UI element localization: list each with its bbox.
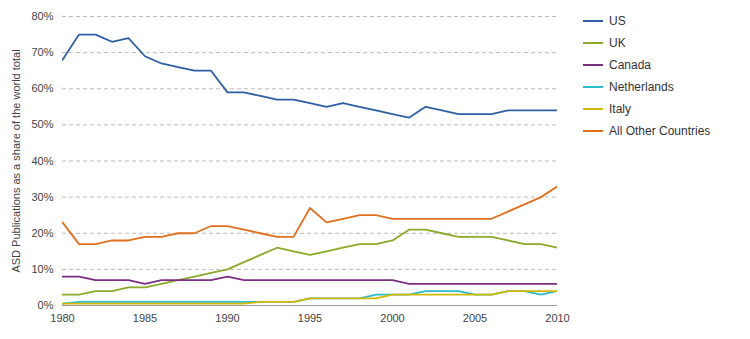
html-text:All Other Countries: All Other Countries [609,124,711,138]
svg-text:20%: 20% [31,227,53,239]
html-text:Netherlands: Netherlands [609,80,674,94]
svg-text:1995: 1995 [298,312,322,324]
svg-text:1980: 1980 [50,312,74,324]
html-text:Italy: Italy [609,102,631,116]
svg-text:10%: 10% [31,263,53,275]
svg-text:2010: 2010 [545,312,569,324]
svg-text:80%: 80% [31,10,53,22]
svg-text:0%: 0% [38,299,54,311]
svg-text:2005: 2005 [463,312,487,324]
svg-text:60%: 60% [31,82,53,94]
html-text:Canada: Canada [609,58,651,72]
html-text:UK: UK [609,36,626,50]
svg-text:40%: 40% [31,155,53,167]
svg-text:ASD Publications as a share of: ASD Publications as a share of the world… [10,49,22,272]
svg-text:1990: 1990 [215,312,239,324]
svg-text:2000: 2000 [380,312,404,324]
svg-text:50%: 50% [31,118,53,130]
svg-text:1985: 1985 [133,312,157,324]
svg-text:70%: 70% [31,46,53,58]
html-text:US: US [609,14,626,28]
svg-text:30%: 30% [31,191,53,203]
